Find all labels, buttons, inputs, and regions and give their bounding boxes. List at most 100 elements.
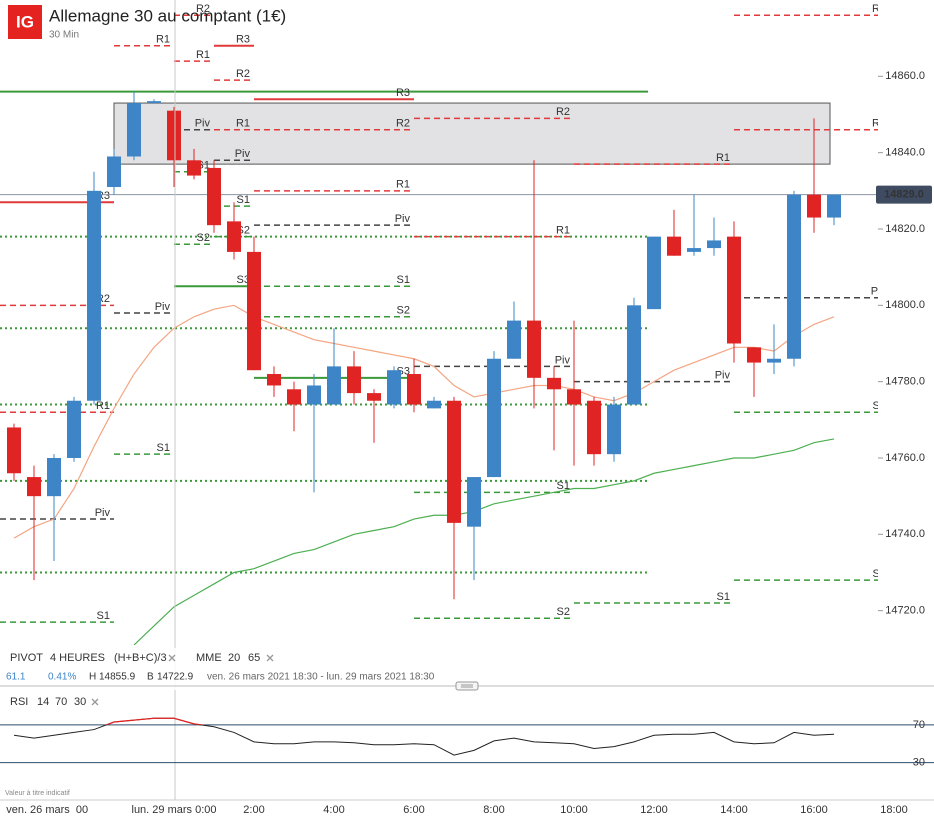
pivot-label: Piv (155, 301, 171, 313)
candle-body (727, 236, 741, 344)
x-tick-label: lun. 29 mars 0:00 (132, 804, 217, 816)
pivot-label: R1 (556, 225, 570, 237)
date-range: ven. 26 mars 2021 18:30 - lun. 29 mars 2… (207, 672, 435, 683)
candle-body (387, 370, 401, 405)
candle-body (667, 236, 681, 256)
close-icon[interactable] (91, 698, 99, 706)
low-value: 14722.9 (157, 672, 194, 683)
candle-body (507, 320, 521, 359)
pivot-label: Piv (395, 213, 411, 225)
y-tick-label: 14720.0 (885, 605, 925, 617)
x-tick-label: 6:00 (403, 804, 424, 816)
interval[interactable]: 30 Min (49, 30, 79, 41)
pivot-label: Piv (195, 118, 211, 130)
candle-body (607, 404, 621, 455)
indicator-param: 70 (55, 696, 67, 708)
price-pane: R3 R2 R1 Piv S1 R1 Piv S1 R2 R1 Piv S1 S2 S3 R3 R2 R1 Piv… (0, 3, 887, 645)
candle-body (707, 240, 721, 249)
close-icon[interactable] (266, 654, 274, 662)
x-tick-label: 16:00 (800, 804, 828, 816)
indicator-name[interactable]: MME (196, 652, 222, 664)
indicator-name[interactable]: PIVOT (10, 652, 43, 664)
x-tick-label: ven. 26 mars (6, 804, 70, 816)
time-axis: ven. 26 mars 00 lun. 29 mars 0:00 2:00 4:00 6… (6, 804, 908, 816)
pivot-label: S1 (397, 274, 410, 286)
instrument-title: Allemagne 30 au comptant (1€) (49, 6, 286, 25)
moving-average (133, 438, 835, 645)
last-value: 61.1 (6, 672, 26, 683)
pivot-label: R2 (196, 3, 210, 15)
pivot-label: R2 (556, 106, 570, 118)
pivot-label: S1 (237, 194, 250, 206)
candle-body (267, 374, 281, 386)
pivot-label: R2 (236, 68, 250, 80)
candle-body (27, 477, 41, 497)
x-tick-label: 12:00 (640, 804, 668, 816)
x-tick-label: 2:00 (243, 804, 264, 816)
indicator-bar (0, 648, 878, 690)
pivot-label: R1 (396, 179, 410, 191)
candle-body (367, 393, 381, 401)
pivot-label: S1 (557, 480, 570, 492)
x-tick-label: 4:00 (323, 804, 344, 816)
pivot-label: R1 (236, 118, 250, 130)
disclaimer: Valeur à titre indicatif (5, 790, 70, 797)
price-axis: 14720.0 14740.0 14760.0 14780.0 14800.0 14820… (876, 70, 932, 617)
indicator-param: (H+B+C)/3 (114, 652, 167, 664)
resize-handle[interactable] (455, 681, 479, 691)
candle-body (127, 103, 141, 157)
pivot-label: R1 (96, 400, 110, 412)
pivot-label: R3 (236, 34, 250, 46)
x-tick-label: 10:00 (560, 804, 588, 816)
y-tick-label: 14780.0 (885, 376, 925, 388)
pivot-label: R2 (872, 3, 886, 15)
candle-body (87, 190, 101, 401)
candle-body (107, 156, 121, 188)
pivot-label: R1 (716, 152, 730, 164)
pivot-label: Piv (95, 507, 111, 519)
candle-body (807, 194, 821, 218)
candle-body (587, 400, 601, 455)
pivot-label: S2 (873, 568, 886, 580)
candle-body (207, 167, 221, 226)
y-tick-label: 14800.0 (885, 299, 925, 311)
candle-body (307, 385, 321, 405)
y-tick-label: 14820.0 (885, 223, 925, 235)
pivot-label: R1 (156, 34, 170, 46)
pivot-label: S2 (197, 232, 210, 244)
indicator-name[interactable]: RSI (10, 696, 28, 708)
resistance-zone (113, 102, 831, 165)
pivot-label: R1 (196, 49, 210, 61)
candle-body (447, 400, 461, 523)
candle-body (687, 248, 701, 252)
candle-body (47, 457, 61, 497)
candle-body (427, 400, 441, 409)
y-tick-label: 14760.0 (885, 452, 925, 464)
pivot-label: R2 (396, 118, 410, 130)
indicator-param: 30 (74, 696, 86, 708)
x-tick-label: 8:00 (483, 804, 504, 816)
last-price-label: 14829.0 (884, 189, 924, 201)
pivot-label: Piv (715, 370, 731, 382)
candle-body (247, 251, 261, 371)
logo-text: IG (16, 12, 34, 31)
high-value: 14855.9 (99, 672, 136, 683)
pivot-label: Piv (871, 286, 887, 298)
legend-entry: 65 (248, 652, 260, 664)
candle-body (787, 194, 801, 359)
candle-body (167, 110, 181, 161)
high-label: H (89, 672, 96, 683)
candle-body (7, 427, 21, 474)
y-tick-label: 14740.0 (885, 528, 925, 540)
close-icon[interactable] (168, 654, 176, 662)
legend-entry: 20 (228, 652, 240, 664)
candle-body (767, 358, 781, 363)
pivot-label: S1 (157, 442, 170, 454)
candle-body (627, 305, 641, 405)
pivot-label: Piv (235, 148, 251, 160)
candle-body (67, 400, 81, 458)
y-tick-label: 14860.0 (885, 70, 925, 82)
moving-average (13, 304, 835, 539)
y-tick-label: 30 (913, 757, 925, 769)
pivot-label: Piv (555, 354, 571, 366)
